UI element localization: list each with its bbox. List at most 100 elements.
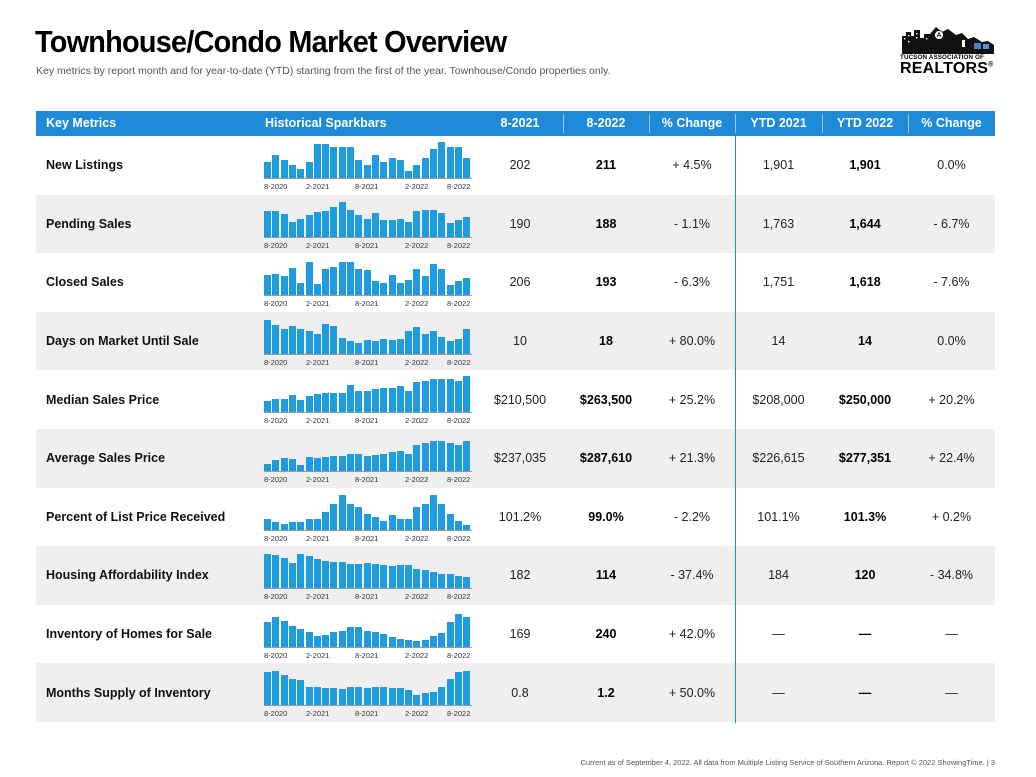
sparkbar-tick-label: 2-2021 [306, 416, 330, 426]
cell-ytd-change: 0.0% [937, 334, 966, 349]
cell-ytd-change: + 0.2% [931, 509, 972, 524]
sparkbar [272, 617, 280, 647]
sparkbar-tick-label: 8-2022 [447, 182, 471, 191]
logo-org-line: TUCSON ASSOCIATION OF [900, 54, 984, 61]
sparkbar [371, 454, 379, 471]
cell-ytd-curr: $250,000 [838, 392, 892, 407]
sparkbar-tick-label: 8-2021 [355, 357, 379, 367]
cell-month-prev: 190 [509, 216, 531, 231]
sparkbar [330, 455, 338, 471]
sparkbar-chart: 8-2020 2-2021 8-2021 2-2022 8-2022 [264, 199, 476, 251]
sparkbar-tick-label: 2-2022 [405, 474, 429, 484]
sparkbar [297, 169, 305, 178]
sparkbar [463, 216, 471, 237]
sparkbar [380, 634, 388, 647]
sparkbar-tick-label: 8-2022 [447, 592, 471, 602]
sparkbar [405, 564, 413, 589]
sparkbar [438, 633, 446, 647]
sparkbar [371, 280, 379, 296]
table-row: Median Sales Price 8-2020 2-2021 8-2021 2-20… [36, 370, 995, 429]
sparkbar [463, 525, 471, 530]
sparkbar [463, 441, 471, 471]
cell-ytd-prev: 1,751 [762, 275, 795, 290]
sparkbar [363, 165, 371, 178]
cell-month-prev: 101.2% [498, 509, 542, 524]
sparkbar [430, 209, 437, 237]
cell-ytd-change: - 34.8% [929, 568, 974, 583]
cell-ytd-prev: — [772, 685, 785, 700]
sparkbar [446, 222, 454, 237]
sparkbar [297, 522, 305, 530]
sparkbar [405, 331, 413, 354]
sparkbar [371, 213, 379, 237]
sparkbar [388, 452, 396, 471]
sparkbar [338, 455, 346, 471]
sparkbar [355, 390, 363, 413]
logo-reg-mark: ® [988, 61, 994, 69]
cell-month-curr: 211 [595, 158, 617, 173]
sparkbar [272, 154, 280, 178]
sparkbar [438, 687, 446, 706]
sparkbar [438, 336, 446, 354]
sparkbar [330, 325, 338, 354]
sparkbar [454, 613, 462, 647]
sparkbar-axis [264, 470, 472, 472]
sparkbar [396, 282, 404, 296]
sparkbar-tick-label: 8-2021 [355, 240, 379, 250]
sparkbar [313, 518, 321, 530]
header-ytd-curr: YTD 2022 [836, 116, 894, 130]
sparkbar [371, 341, 379, 354]
sparkbar [313, 458, 321, 471]
sparkbar [421, 639, 429, 647]
cell-ytd-prev: $208,000 [752, 392, 805, 407]
sparkbar-tick-label: 8-2022 [447, 533, 471, 543]
sparkbar [413, 381, 421, 413]
sparkbar [463, 671, 471, 706]
table-row: Pending Sales 8-2020 2-2021 8-2021 2-2022 8-2… [36, 194, 995, 254]
sparkbar-axis [264, 178, 472, 179]
sparkbar [371, 632, 379, 647]
sparkbar [446, 514, 454, 530]
sparkbar [297, 464, 305, 471]
sparkbar [272, 671, 280, 706]
cell-ytd-change: + 22.4% [928, 451, 975, 466]
sparkbar [355, 507, 363, 530]
table-row: Closed Sales 8-2020 2-2021 8-2021 2-2022 8-20… [36, 253, 995, 312]
sparkbar-tick-label: 2-2022 [405, 357, 429, 367]
cell-month-change: + 4.5% [672, 158, 712, 173]
sparkbar [264, 518, 271, 530]
sparkbar [280, 398, 288, 413]
sparkbar [413, 694, 421, 706]
sparkbar-tick-label: 2-2021 [306, 709, 330, 719]
cell-month-change: + 50.0% [668, 685, 716, 700]
metric-name: Closed Sales [46, 275, 124, 290]
sparkbar [421, 380, 429, 413]
sparkbar [363, 270, 371, 296]
cell-month-curr: 1.2 [597, 685, 615, 700]
sparkbar [438, 573, 446, 589]
cell-month-change: + 25.2% [668, 392, 716, 407]
cell-ytd-prev: — [772, 627, 785, 642]
sparkbar [446, 341, 454, 354]
sparkbar [322, 456, 330, 471]
cell-ytd-change: - 7.6% [933, 275, 970, 290]
cell-ytd-prev: 14 [771, 334, 786, 349]
sparkbar [280, 557, 288, 589]
sparkbar [430, 149, 437, 178]
sparkbar [413, 211, 421, 237]
sparkbar [446, 147, 454, 178]
sparkbar-axis [264, 646, 472, 648]
sparkbar [405, 170, 413, 178]
sparkbar-tick-label: 8-2020 [264, 182, 288, 191]
cell-ytd-change: — [945, 627, 958, 642]
sparkbar [438, 379, 446, 413]
sparkbar [288, 268, 296, 296]
sparkbar [347, 626, 354, 647]
logo-brand: REALTORS® [900, 60, 993, 78]
table-row: Housing Affordability Index 8-2020 2-2021 8… [36, 546, 995, 605]
sparkbar-tick-label: 8-2021 [355, 474, 379, 484]
cell-month-change: + 21.3% [668, 451, 716, 466]
sparkbar [430, 571, 437, 589]
sparkbar [413, 445, 421, 471]
sparkbar [388, 636, 396, 647]
